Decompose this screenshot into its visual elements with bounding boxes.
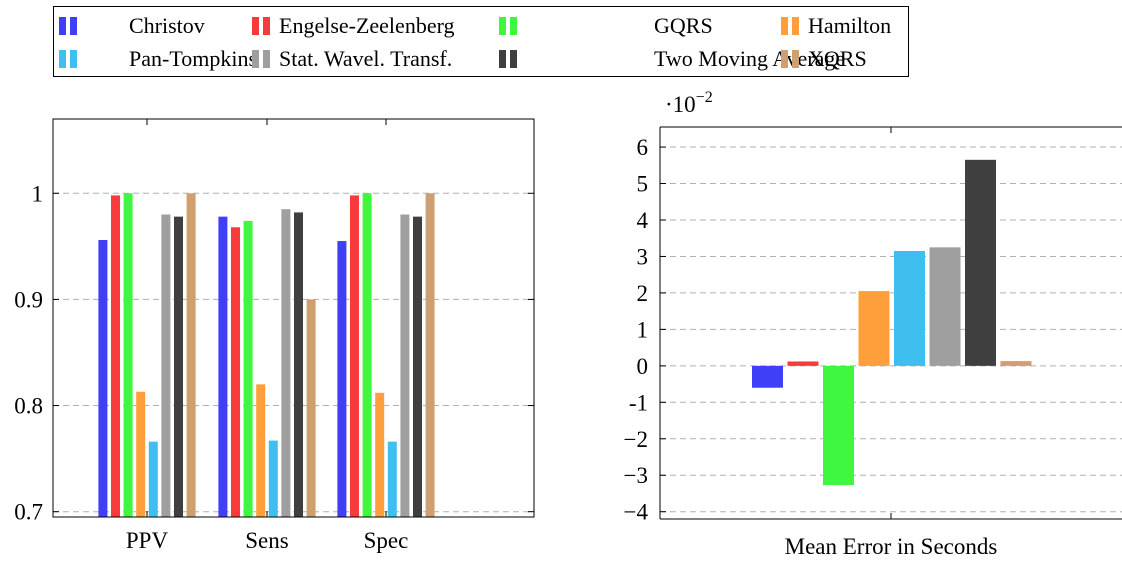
- metrics-chart: 0.7 0.8 0.9 1 PPV Sens Spec: [14, 118, 535, 553]
- bar: [294, 212, 303, 517]
- bar: [243, 220, 253, 517]
- legend-label: Two Moving Average: [654, 46, 846, 71]
- y-tick-label: 2: [637, 281, 649, 306]
- bar: [350, 195, 359, 517]
- bar: [268, 440, 278, 517]
- bar: [400, 214, 410, 517]
- bar: [123, 193, 133, 517]
- bar: [387, 441, 397, 517]
- x-tick-label: Sens: [245, 528, 289, 553]
- plot-frame: [52, 118, 535, 518]
- y-tick-label: 6: [637, 135, 649, 160]
- bar: [425, 193, 435, 517]
- bar: [375, 392, 385, 517]
- y-tick-label: 0.8: [14, 394, 43, 419]
- y-tick-label: −4: [624, 500, 649, 525]
- bar: [965, 159, 996, 366]
- legend-label: Engelse-Zeelenberg: [279, 13, 455, 38]
- bar: [231, 227, 240, 518]
- y-tick-label: 3: [637, 244, 649, 269]
- legend-swatch: [252, 17, 270, 35]
- legend-swatch: [499, 17, 517, 35]
- y-tick-label: 1: [637, 317, 649, 342]
- bar: [174, 216, 183, 517]
- bar: [413, 216, 422, 517]
- bar: [148, 441, 158, 517]
- legend-label: Pan-Tompkins: [129, 46, 258, 71]
- legend-label: Hamilton: [808, 13, 892, 38]
- y-tick-label: 0.9: [14, 287, 43, 312]
- bar: [98, 239, 108, 517]
- bar: [337, 241, 347, 517]
- y-tick-label: 0: [637, 354, 649, 379]
- y-tick-label: 4: [637, 208, 649, 233]
- bar: [306, 299, 316, 517]
- x-tick-label: PPV: [126, 528, 169, 553]
- y-tick-label: 1: [32, 181, 44, 206]
- x-axis-label: Mean Error in Seconds: [785, 534, 998, 559]
- y-tick-label: −2: [624, 427, 648, 452]
- bar: [929, 247, 961, 366]
- legend-swatch: [781, 50, 799, 68]
- bar: [858, 291, 890, 366]
- bar: [218, 216, 228, 517]
- legend-swatch: [499, 50, 517, 68]
- legend-swatch: [59, 50, 77, 68]
- bar: [161, 214, 171, 517]
- legend-label: Christov: [129, 13, 205, 38]
- bar: [1000, 361, 1032, 366]
- bar: [823, 365, 854, 486]
- bar: [136, 391, 146, 517]
- legend-label: GQRS: [654, 13, 713, 38]
- y-tick-label: −3: [624, 463, 648, 488]
- y-tick-label: 0.7: [14, 500, 43, 525]
- y-tick-label: 5: [637, 172, 649, 197]
- bar: [362, 193, 372, 517]
- bar: [111, 195, 120, 517]
- bar: [281, 209, 291, 518]
- x-tick-label: Spec: [364, 528, 409, 553]
- legend-swatch: [252, 50, 270, 68]
- legend-label: XQRS: [808, 46, 867, 71]
- legend-swatch: [59, 17, 77, 35]
- bar: [256, 384, 266, 517]
- y-tick-label: -1: [629, 390, 648, 415]
- legend-label: Stat. Wavel. Transf.: [279, 46, 453, 71]
- bar: [752, 365, 783, 388]
- legend-swatch: [781, 17, 799, 35]
- bar: [787, 361, 819, 366]
- mean-error-chart: −4 −3 −2 -1 0 1 2 3 4 5 6 ·10−2 Mean Error in Second…: [624, 89, 1122, 559]
- chart-legend: Christov Engelse-Zeelenberg GQRS Hamilton Pa…: [53, 6, 909, 77]
- scale-label: ·10−2: [665, 89, 713, 117]
- bar: [894, 250, 925, 366]
- bar: [186, 193, 196, 517]
